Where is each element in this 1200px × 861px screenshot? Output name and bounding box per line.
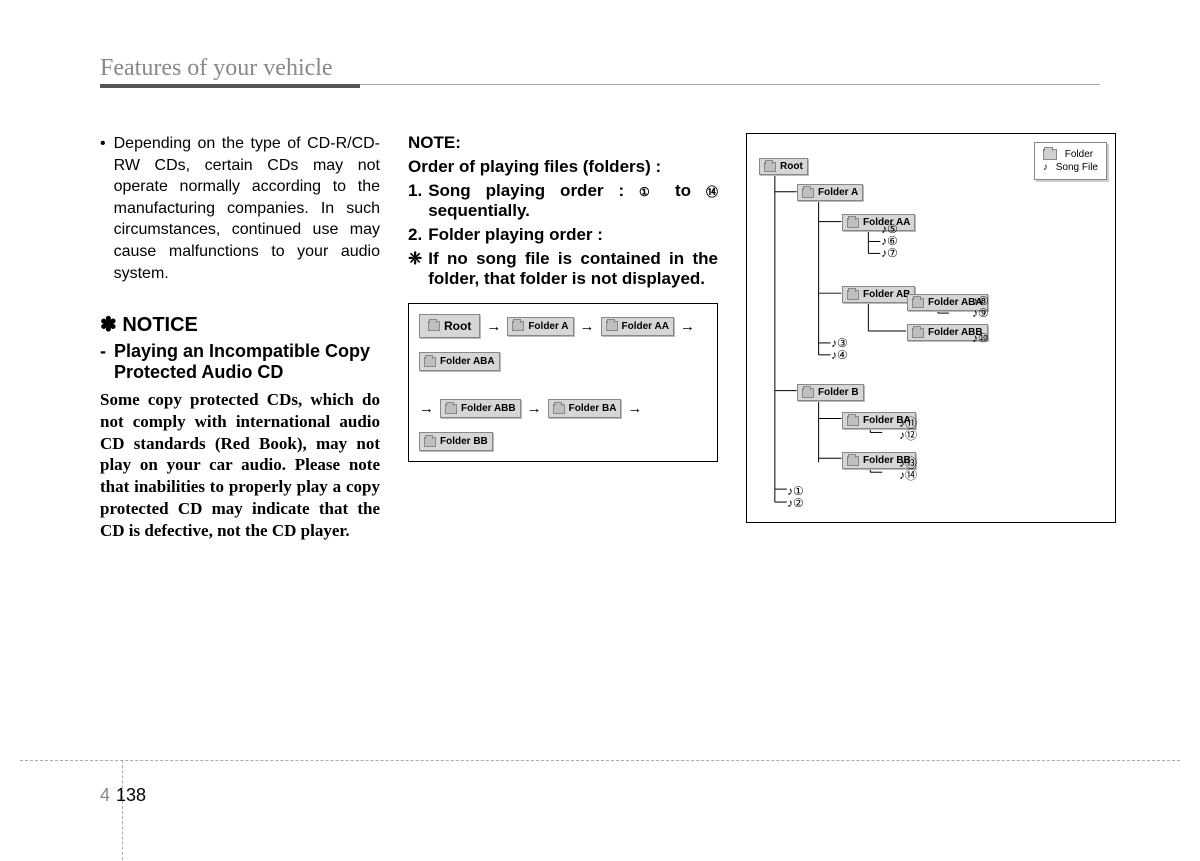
song-10: ♪⑩: [972, 331, 989, 345]
section-number: 4: [100, 785, 110, 806]
arrow-icon: →: [627, 400, 642, 417]
folder-icon: [1043, 149, 1057, 160]
notice-word: NOTICE: [122, 314, 198, 336]
song-14: ♪⑭: [899, 466, 917, 483]
node-folder-ab: Folder AB: [842, 286, 915, 303]
chip-folder-aba: Folder ABA: [419, 352, 500, 371]
notice-sub-text: Playing an Incompatible Copy Protected A…: [114, 341, 380, 383]
notice-mark: ✽: [100, 314, 117, 336]
node-label: Root: [780, 161, 803, 172]
folder-icon: [424, 357, 436, 367]
arrow-icon: →: [580, 318, 595, 335]
arrow-icon: →: [419, 400, 434, 417]
node-label: Folder A: [818, 187, 858, 198]
folder-icon: [847, 218, 859, 228]
col-left: • Depending on the type of CD-R/CD-RW CD…: [100, 133, 380, 541]
order-title: Order of playing files (folders) :: [408, 157, 718, 177]
col-mid: NOTE: Order of playing files (folders) :…: [408, 133, 718, 541]
folder-icon: [847, 416, 859, 426]
song-2: ♪②: [787, 496, 804, 510]
chip-folder-aa: Folder AA: [601, 317, 674, 336]
arrow-icon: →: [527, 400, 542, 417]
arrow-icon: →: [680, 318, 695, 335]
legend-folder: Folder: [1043, 149, 1098, 160]
folder-tree-box: Folder ♪ Song File Root Folder A Folder A…: [746, 133, 1116, 523]
note-footnote: ❈ If no song file is contained in the fo…: [408, 249, 718, 289]
order-item-2: 2. Folder playing order :: [408, 225, 718, 245]
num-2: 2.: [408, 225, 422, 245]
order-item-1-text: Song playing order : ① to ⑭ sequentially…: [428, 181, 718, 221]
folder-icon: [847, 290, 859, 300]
bullet-text: Depending on the type of CD-R/CD-RW CDs,…: [114, 133, 380, 284]
footer-dashed-rule: [20, 760, 1180, 761]
seq-word: sequentially.: [428, 201, 530, 220]
folder-order-box: Root → Folder A → Folder AA → Folder ABA…: [408, 303, 718, 462]
col-right: Folder ♪ Song File Root Folder A Folder A…: [746, 133, 1116, 541]
footer-vertical-dash: [122, 760, 123, 860]
folder-icon: [802, 188, 814, 198]
node-folder-aa: Folder AA: [842, 214, 915, 231]
legend-song: ♪ Song File: [1043, 162, 1098, 173]
folder-icon: [445, 404, 457, 414]
folder-icon: [912, 298, 924, 308]
node-label: Folder B: [818, 387, 859, 398]
chip-label: Folder BB: [440, 436, 488, 447]
page-number-value: 138: [116, 785, 146, 806]
foot-mark: ❈: [408, 249, 422, 289]
title-rule: [100, 84, 1100, 88]
chip-label: Folder BA: [569, 403, 617, 414]
song-9: ♪⑨: [972, 306, 989, 320]
node-root: Root: [759, 158, 808, 175]
chip-label: Folder A: [528, 321, 568, 332]
content-columns: • Depending on the type of CD-R/CD-RW CD…: [100, 133, 1100, 541]
legend-label: Song File: [1056, 162, 1098, 173]
node-folder-a: Folder A: [797, 184, 863, 201]
chip-label: Folder ABB: [461, 403, 516, 414]
chip-folder-bb: Folder BB: [419, 432, 493, 451]
folder-icon: [512, 321, 524, 331]
chip-root: Root: [419, 314, 480, 338]
foot-text: If no song file is contained in the fold…: [428, 249, 718, 289]
folder-icon: [847, 456, 859, 466]
arrow-icon: →: [486, 318, 501, 335]
order-item-1: 1. Song playing order : ① to ⑭ sequentia…: [408, 181, 718, 221]
folder-icon: [802, 388, 814, 398]
folder-icon: [764, 162, 776, 172]
chip-folder-abb: Folder ABB: [440, 399, 521, 418]
num-1: 1.: [408, 181, 422, 221]
circ-14: ⑭: [706, 185, 718, 199]
note-head: NOTE:: [408, 133, 718, 153]
chip-label: Folder AA: [622, 321, 669, 332]
song-12: ♪⑫: [899, 426, 917, 443]
page-number: 4 138: [100, 785, 146, 806]
page-section-title: Features of your vehicle: [100, 55, 1100, 82]
song-4: ♪④: [831, 348, 848, 362]
note-icon: ♪: [1043, 162, 1048, 173]
bullet-dot: •: [100, 133, 106, 284]
notice-dash: -: [100, 341, 106, 383]
folder-icon: [428, 321, 440, 331]
tree-legend: Folder ♪ Song File: [1034, 142, 1107, 180]
notice-body: Some copy protected CDs, which do not co…: [100, 389, 380, 541]
folder-icon: [912, 328, 924, 338]
chip-label: Folder ABA: [440, 356, 495, 367]
circ-1: ①: [639, 185, 660, 199]
song-7: ♪⑦: [881, 246, 898, 260]
to-word: to: [675, 181, 691, 200]
notice-subhead: - Playing an Incompatible Copy Protected…: [100, 341, 380, 383]
node-folder-b: Folder B: [797, 384, 864, 401]
folder-icon: [424, 437, 436, 447]
folder-icon: [553, 404, 565, 414]
chip-label: Root: [444, 319, 471, 333]
order-item-2-text: Folder playing order :: [428, 225, 603, 245]
node-label: Folder AB: [863, 289, 910, 300]
song-order-label: Song playing order :: [428, 181, 624, 200]
chip-folder-ba: Folder BA: [548, 399, 622, 418]
legend-label: Folder: [1065, 149, 1093, 160]
bullet-cdr: • Depending on the type of CD-R/CD-RW CD…: [100, 133, 380, 284]
chip-folder-a: Folder A: [507, 317, 573, 336]
notice-heading: ✽ NOTICE: [100, 312, 380, 337]
folder-icon: [606, 321, 618, 331]
